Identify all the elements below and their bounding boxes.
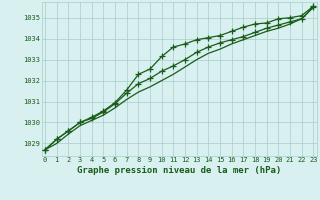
X-axis label: Graphe pression niveau de la mer (hPa): Graphe pression niveau de la mer (hPa) [77,166,281,175]
